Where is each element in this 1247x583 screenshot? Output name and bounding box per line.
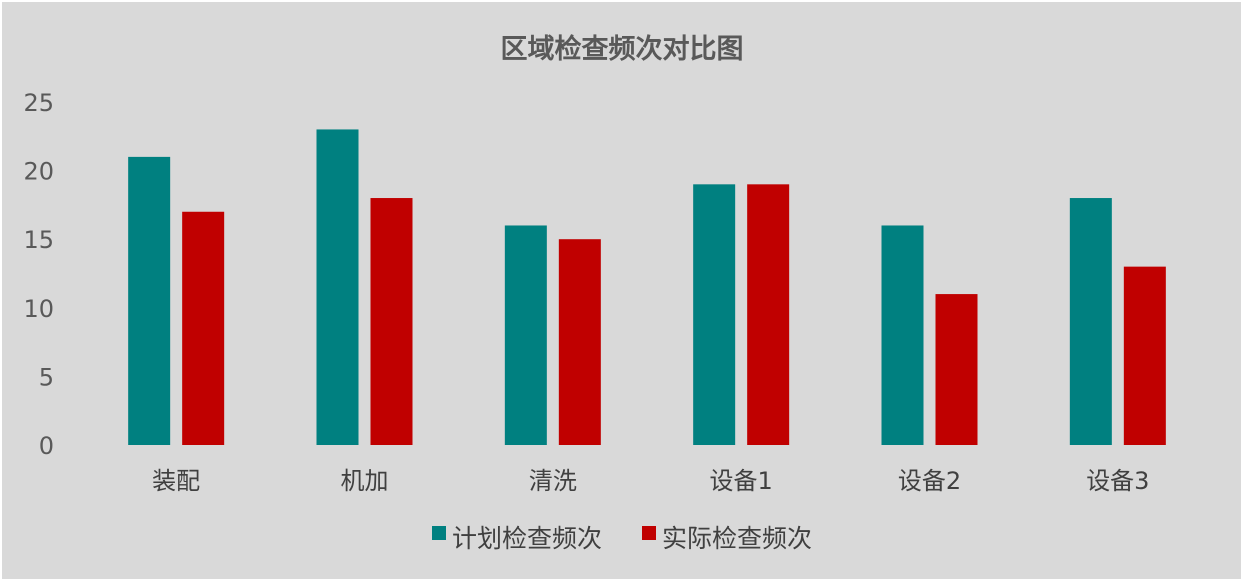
chart-title: 区域检查频次对比图: [501, 33, 744, 65]
y-tick-label: 5: [39, 363, 54, 391]
x-category-label: 设备1: [710, 467, 773, 495]
legend-swatch: [642, 526, 656, 540]
bar-planned: [504, 225, 547, 445]
y-tick-label: 25: [23, 89, 54, 117]
bar-planned: [881, 225, 924, 445]
bars: [128, 129, 1166, 445]
y-tick-label: 0: [39, 432, 54, 460]
y-tick-label: 15: [23, 226, 54, 254]
legend-label: 计划检查频次: [452, 524, 602, 553]
bar-actual: [370, 198, 413, 445]
x-axis: 装配 机加 清洗 设备1 设备2 设备3: [152, 467, 1149, 495]
y-tick-label: 10: [23, 295, 54, 323]
y-axis: 0 5 10 15 20 25: [23, 89, 54, 460]
bar-actual: [1123, 266, 1166, 445]
x-category-label: 设备3: [1086, 467, 1149, 495]
legend-label: 实际检查频次: [662, 524, 812, 553]
bar-actual: [182, 211, 225, 445]
legend: 计划检查频次 实际检查频次: [432, 524, 812, 553]
bar-actual: [558, 239, 601, 445]
bar-actual: [747, 184, 790, 445]
bar-planned: [128, 156, 171, 445]
bar-planned: [316, 129, 359, 445]
x-category-label: 机加: [341, 467, 389, 495]
x-category-label: 设备2: [898, 467, 961, 495]
bar-planned: [1069, 198, 1112, 445]
bar-planned: [693, 184, 736, 445]
y-tick-label: 20: [23, 158, 54, 186]
x-category-label: 清洗: [529, 467, 577, 495]
legend-swatch: [432, 526, 446, 540]
bar-actual: [935, 294, 978, 445]
x-category-label: 装配: [152, 467, 200, 495]
